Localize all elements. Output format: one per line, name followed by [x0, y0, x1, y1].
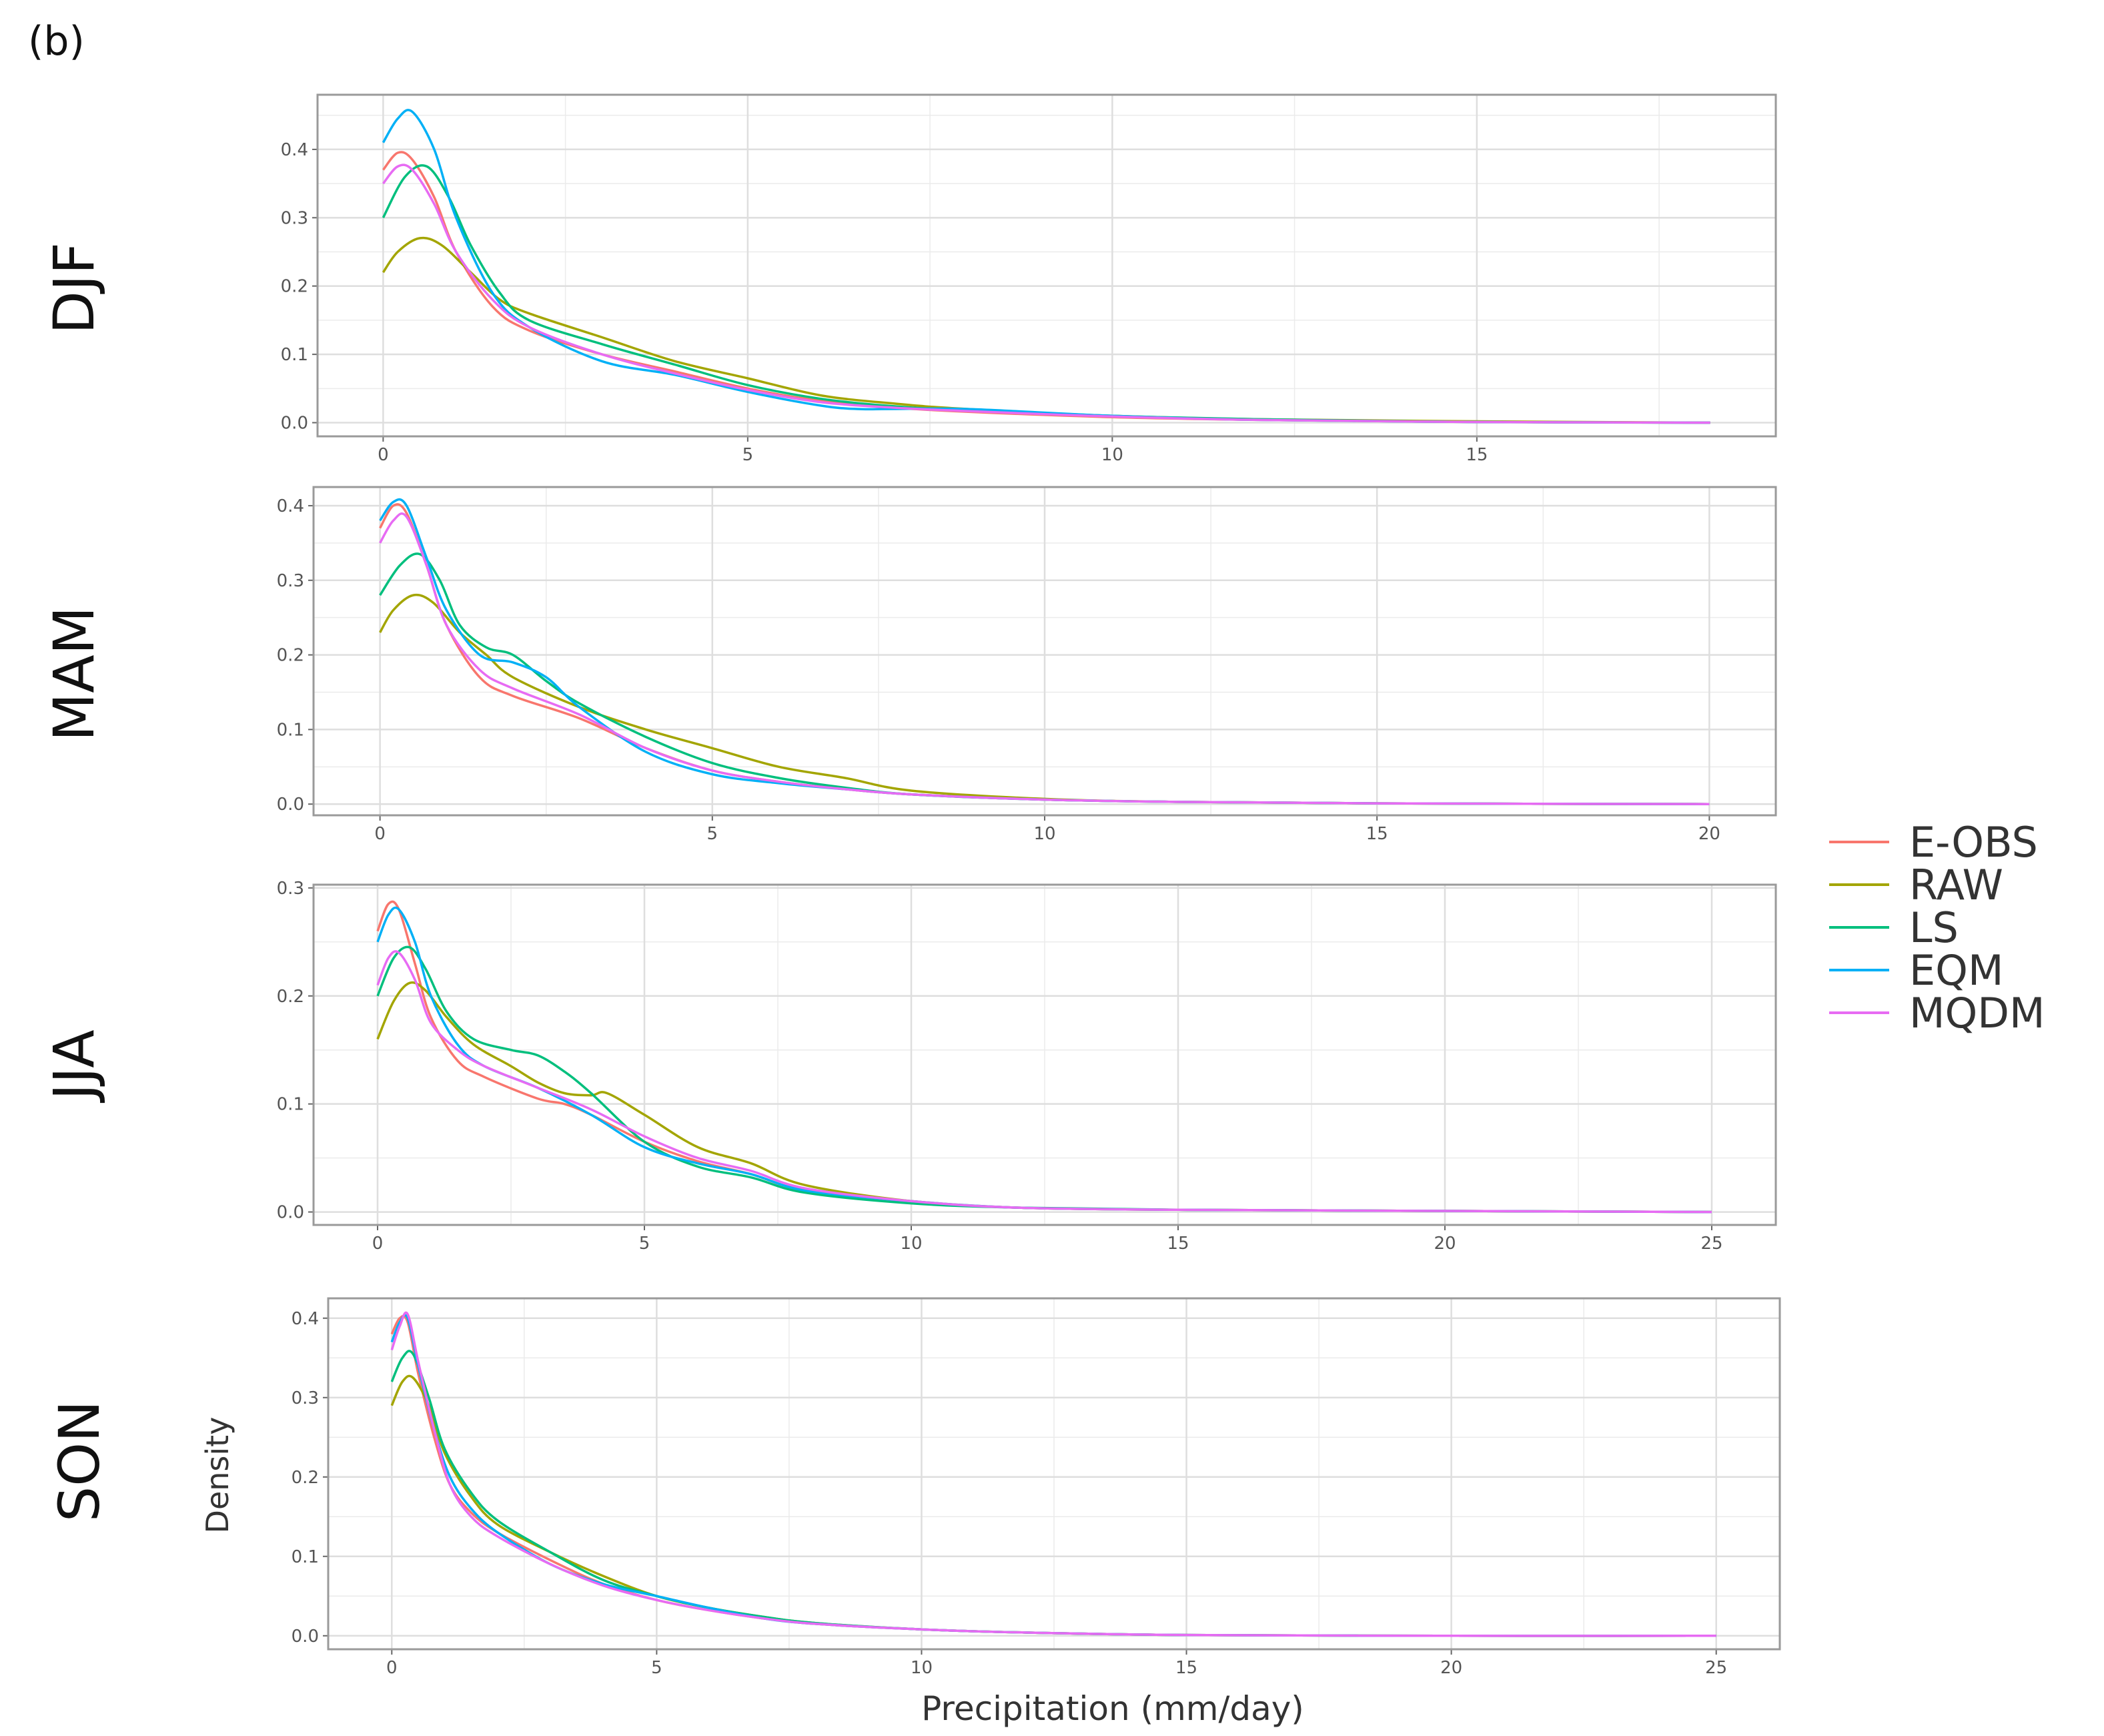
y-tick-label: 0.4 — [277, 496, 304, 516]
x-tick-label: 25 — [1705, 1658, 1727, 1678]
legend-label: RAW — [1909, 861, 2003, 909]
y-tick-label: 0.0 — [277, 1203, 304, 1223]
figure-label: (b) — [28, 18, 85, 65]
y-tick-label: 0.4 — [281, 140, 308, 160]
legend-label: E-OBS — [1909, 818, 2038, 867]
panel-mam: 0 5 10 15 20 0.0 0.1 0.2 0.3 0.4 MAM — [41, 486, 1777, 844]
x-tick-label: 15 — [1466, 445, 1488, 465]
y-tick-label: 0.1 — [281, 345, 308, 365]
y-tick-label: 0.2 — [277, 646, 304, 666]
x-tick-label: 20 — [1698, 824, 1720, 844]
y-tick-label: 0.3 — [277, 879, 304, 899]
x-tick-label: 0 — [386, 1658, 398, 1678]
x-axis-label: Precipitation (mm/day) — [921, 1689, 1304, 1728]
legend-item-raw: RAW — [1829, 861, 2003, 909]
x-tick-label: 5 — [742, 445, 754, 465]
series-line-mqdm — [376, 950, 1712, 1214]
y-axis-label: Density — [199, 1417, 235, 1534]
y-tick-label: 0.3 — [281, 208, 308, 228]
y-tick-label: 0.1 — [292, 1547, 319, 1567]
panel-label-jja: JJA — [41, 1029, 107, 1104]
panels: 0 5 10 15 0.0 0.1 0.2 0.3 0.4 DJF 0 5 10 15 20 0.0 0.1 0.… — [41, 93, 1781, 1678]
y-tick-label: 0.3 — [277, 571, 304, 591]
x-tick-label: 15 — [1167, 1234, 1189, 1254]
legend-item-e-obs: E-OBS — [1829, 818, 2038, 867]
y-tick-label: 0.2 — [281, 277, 308, 297]
x-tick-label: 15 — [1366, 824, 1388, 844]
y-tick-label: 0.1 — [277, 720, 304, 740]
x-tick-label: 5 — [639, 1234, 650, 1254]
x-tick-label: 20 — [1434, 1234, 1456, 1254]
y-tick-label: 0.0 — [292, 1627, 319, 1647]
plot-frame — [316, 93, 1777, 438]
legend-item-ls: LS — [1829, 903, 1959, 952]
series-line-mqdm — [382, 163, 1710, 424]
panel-label-djf: DJF — [41, 242, 107, 334]
legend-item-eqm: EQM — [1829, 946, 2003, 995]
plot-frame — [312, 486, 1777, 817]
series-line-mqdm — [390, 1311, 1716, 1637]
y-tick-label: 0.2 — [277, 987, 304, 1007]
legend-label: LS — [1909, 903, 1959, 952]
x-tick-label: 20 — [1440, 1658, 1462, 1678]
y-tick-label: 0.0 — [281, 414, 308, 434]
x-tick-label: 15 — [1175, 1658, 1197, 1678]
x-tick-label: 0 — [378, 445, 389, 465]
panel-son: 0 5 10 15 20 25 0.0 0.1 0.2 0.3 0.4 SON Density — [47, 1297, 1781, 1678]
x-tick-label: 0 — [372, 1234, 384, 1254]
x-tick-label: 25 — [1700, 1234, 1722, 1254]
panel-djf: 0 5 10 15 0.0 0.1 0.2 0.3 0.4 DJF — [41, 93, 1777, 465]
x-tick-label: 0 — [374, 824, 386, 844]
y-tick-label: 0.0 — [277, 795, 304, 815]
y-tick-label: 0.4 — [292, 1309, 319, 1329]
legend-item-mqdm: MQDM — [1829, 989, 2045, 1037]
y-tick-label: 0.2 — [292, 1468, 319, 1488]
plot-frame — [327, 1297, 1781, 1651]
x-tick-label: 5 — [707, 824, 718, 844]
panel-label-son: SON — [47, 1400, 112, 1522]
panel-jja: 0 5 10 15 20 25 0.0 0.1 0.2 0.3 JJA — [41, 879, 1777, 1254]
x-tick-label: 10 — [1033, 824, 1055, 844]
series-line-mqdm — [379, 512, 1710, 805]
legend-label: MQDM — [1909, 989, 2045, 1037]
x-tick-label: 10 — [911, 1658, 933, 1678]
y-tick-label: 0.1 — [277, 1095, 304, 1115]
plot-frame — [312, 883, 1777, 1226]
x-tick-label: 10 — [1101, 445, 1123, 465]
plot-background — [318, 95, 1776, 436]
x-tick-label: 5 — [651, 1658, 662, 1678]
y-tick-label: 0.3 — [292, 1388, 319, 1408]
panel-label-mam: MAM — [41, 606, 107, 741]
x-tick-label: 10 — [900, 1234, 922, 1254]
legend-label: EQM — [1909, 946, 2003, 995]
